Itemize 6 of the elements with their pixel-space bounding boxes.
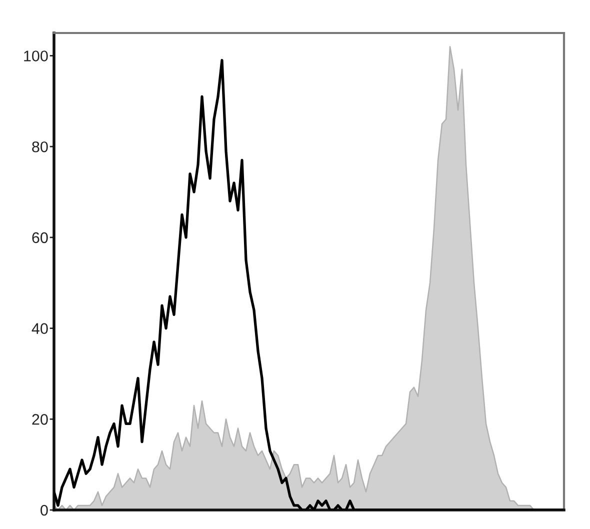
y-tick-label: 100: [24, 50, 48, 62]
y-tick-label: 20: [32, 414, 48, 425]
y-tick-label: 40: [32, 323, 48, 334]
y-tick-label: 60: [32, 232, 48, 244]
y-tick-label: 80: [32, 141, 48, 152]
y-tick-label: 0: [40, 504, 48, 516]
